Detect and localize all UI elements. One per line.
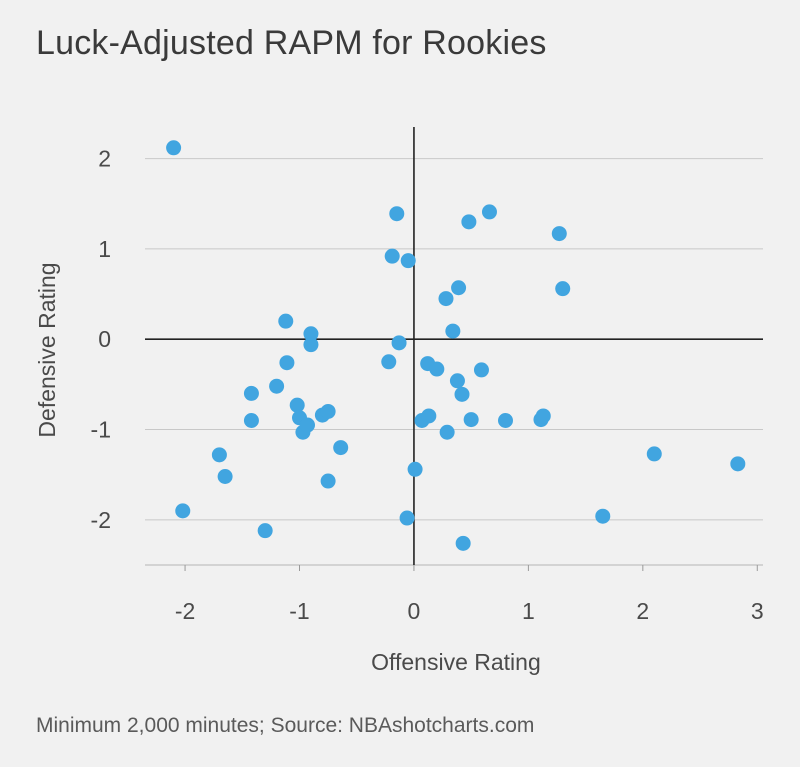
data-point [400,253,416,269]
chart-footnote: Minimum 2,000 minutes; Source: NBAshotch… [36,714,535,737]
data-point [175,503,191,519]
x-tick-label: -1 [289,598,309,624]
data-point [555,281,571,297]
data-point [461,214,477,230]
data-point [451,280,467,296]
data-point [381,354,397,370]
data-point [320,403,336,419]
data-point [211,447,227,463]
data-point [243,413,259,429]
data-point [454,386,470,402]
data-point [399,510,415,526]
data-point [303,326,319,342]
data-point [498,413,513,429]
data-point [300,417,316,433]
data-point [269,378,285,394]
data-point [333,440,349,456]
y-axis-label: Defensive Rating [34,262,60,437]
data-point [391,335,407,351]
y-tick-label: 1 [98,236,111,262]
x-axis-label: Offensive Rating [371,649,541,675]
x-tick-label: 2 [636,598,649,624]
data-point [257,523,273,539]
data-point [473,362,489,378]
x-tick-label: 3 [751,598,764,624]
data-point [646,446,662,462]
data-point [303,337,319,353]
data-point [279,355,295,371]
data-point [429,361,445,377]
data-point [455,535,471,551]
data-point [278,313,294,329]
data-point [535,408,551,424]
data-point [551,226,567,242]
data-point [389,206,405,222]
data-point [481,204,497,220]
data-point [243,385,259,401]
data-point [320,473,336,489]
x-tick-label: 0 [408,598,421,624]
data-point [595,508,611,524]
data-point [449,373,465,389]
data-point [463,412,479,428]
y-tick-label: -1 [91,417,111,443]
data-point [421,408,437,424]
data-point [438,291,454,307]
data-point [166,140,182,156]
chart-title: Luck-Adjusted RAPM for Rookies [36,24,547,62]
data-point [289,397,305,413]
data-point [407,461,423,477]
y-tick-label: -2 [91,507,111,533]
data-point [217,468,233,484]
data-point [445,323,461,339]
y-tick-label: 0 [98,326,111,352]
x-tick-label: 1 [522,598,535,624]
data-point [730,456,746,472]
data-point [384,248,400,264]
y-tick-label: 2 [98,146,111,172]
x-tick-label: -2 [175,598,195,624]
data-point [439,424,455,440]
